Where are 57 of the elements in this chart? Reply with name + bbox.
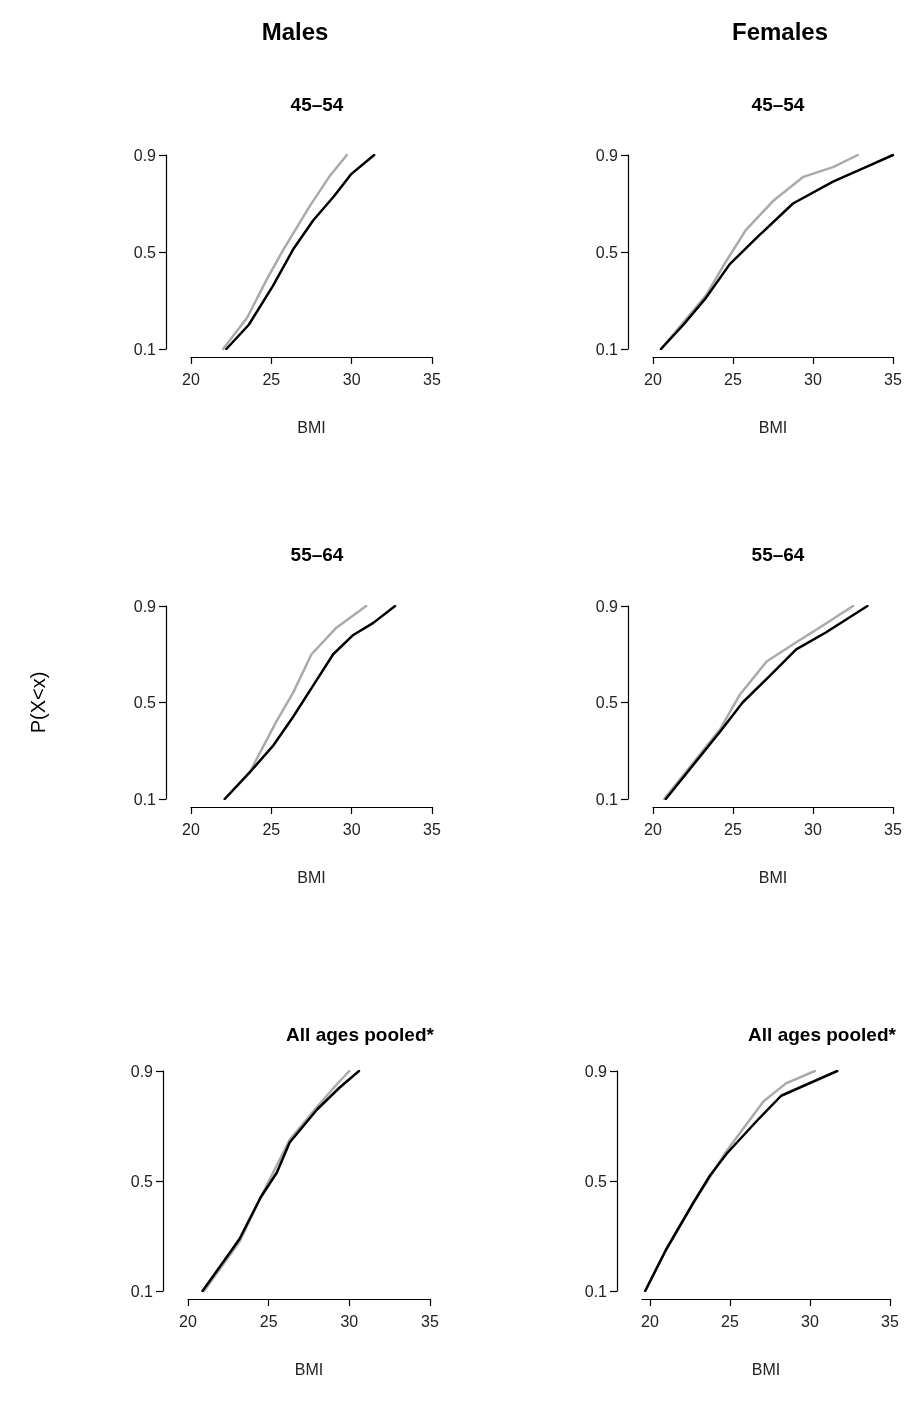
- y-tick-label: 0.5: [133, 243, 157, 261]
- x-tick-label: 25: [262, 820, 281, 838]
- x-tick-label: 30: [804, 820, 822, 838]
- x-tick-label: 25: [724, 370, 742, 388]
- text: Males: [261, 17, 329, 45]
- x-tick-label: 20: [641, 1312, 659, 1330]
- x-axis-title: BMI: [297, 418, 326, 436]
- chart-title: All ages pooled*: [748, 1024, 897, 1045]
- x-tick-label: 30: [342, 820, 361, 838]
- x-tick-label: 20: [179, 1312, 197, 1330]
- x-tick-label: 25: [724, 820, 742, 838]
- y-tick-label: 0.5: [133, 694, 157, 711]
- y-tick-label: 0.9: [595, 146, 619, 164]
- x-axis-title: BMI: [294, 1360, 324, 1378]
- y-tick-label: 0.1: [133, 340, 157, 358]
- x-tick-label: 25: [262, 370, 281, 388]
- y-tick-label: 0.1: [595, 790, 619, 808]
- x-tick-label: 20: [182, 820, 200, 838]
- x-axis-title: BMI: [297, 868, 326, 886]
- text: Females: [731, 17, 829, 45]
- x-axis-title: BMI: [758, 868, 788, 886]
- chart-title: 55–64: [290, 544, 344, 565]
- x-tick-label: 25: [721, 1312, 739, 1330]
- x-axis-title: BMI: [758, 418, 788, 436]
- y-tick-label: 0.5: [595, 243, 619, 261]
- x-tick-label: 30: [804, 370, 822, 388]
- x-tick-label: 35: [884, 370, 902, 388]
- x-tick-label: 20: [644, 820, 662, 838]
- x-axis-title: BMI: [751, 1360, 781, 1378]
- y-tick-label: 0.5: [595, 694, 619, 711]
- y-tick-label: 0.1: [595, 340, 619, 358]
- x-tick-label: 25: [259, 1312, 278, 1330]
- x-tick-label: 30: [342, 370, 361, 388]
- x-tick-label: 35: [881, 1312, 899, 1330]
- y-tick-label: 0.5: [130, 1172, 154, 1190]
- x-tick-label: 20: [644, 370, 662, 388]
- y-tick-label: 0.5: [584, 1172, 608, 1190]
- chart-title: 45–54: [290, 94, 344, 115]
- y-tick-label: 0.9: [584, 1062, 608, 1080]
- y-tick-label: 0.9: [595, 597, 619, 615]
- y-tick-label: 0.1: [584, 1282, 608, 1300]
- x-tick-label: 30: [340, 1312, 359, 1330]
- x-tick-label: 35: [423, 370, 441, 388]
- chart-title: 55–64: [751, 544, 805, 565]
- y-tick-label: 0.9: [130, 1062, 154, 1080]
- chart-title: 45–54: [751, 94, 805, 115]
- x-tick-label: 20: [182, 370, 200, 388]
- y-tick-label: 0.9: [133, 597, 157, 615]
- x-tick-label: 35: [423, 820, 441, 838]
- x-tick-label: 30: [801, 1312, 819, 1330]
- y-tick-label: 0.1: [133, 790, 157, 808]
- y-axis-title: P(X<x): [27, 671, 49, 734]
- y-tick-label: 0.1: [130, 1282, 154, 1300]
- x-tick-label: 35: [421, 1312, 439, 1330]
- chart-title: All ages pooled*: [286, 1024, 435, 1045]
- y-tick-label: 0.9: [133, 146, 157, 164]
- x-tick-label: 35: [884, 820, 902, 838]
